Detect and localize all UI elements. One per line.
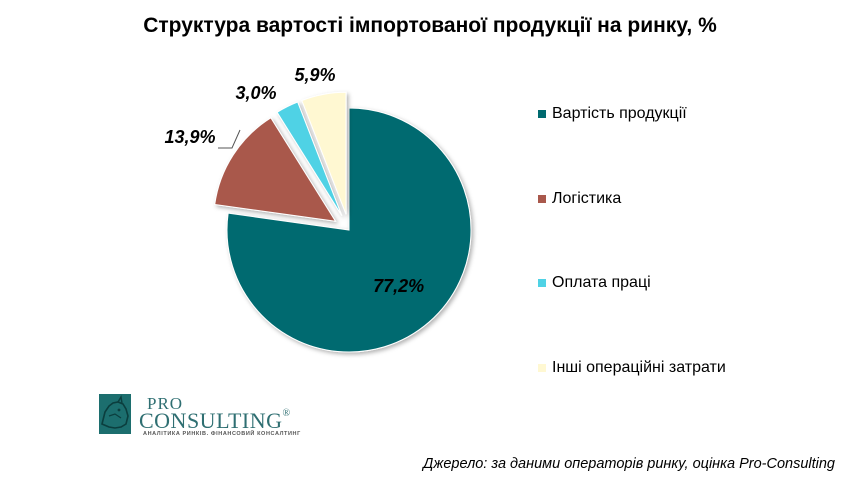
legend-item-2: Логістика: [538, 190, 621, 208]
legend-swatch-3: [538, 279, 546, 287]
data-label-3: 3,0%: [235, 83, 276, 103]
pro-consulting-logo: PRO CONSULTING® АНАЛІТИКА РИНКІВ. ФІНАНС…: [99, 394, 309, 438]
leader-line: [218, 129, 241, 149]
pie-slice-2: [214, 117, 337, 222]
data-label-4: 5,9%: [294, 65, 335, 85]
logo-text-consulting: CONSULTING®: [139, 408, 291, 433]
legend-swatch-2: [538, 195, 546, 203]
legend-label-2: Логістика: [552, 190, 622, 207]
chart-title: Структура вартості імпортованої продукці…: [143, 14, 717, 37]
data-label-1: 77,2%: [373, 276, 424, 296]
legend-item-3: Оплата праці: [538, 274, 651, 292]
logo-tagline: АНАЛІТИКА РИНКІВ. ФІНАНСОВИЙ КОНСАЛТИНГ: [143, 431, 301, 437]
pie-slice-1: [226, 107, 472, 353]
logo-registered-mark: ®: [282, 408, 291, 419]
data-label-2: 13,9%: [164, 127, 215, 147]
legend-label-1: Вартість продукції: [552, 105, 687, 122]
pie-slice-3: [276, 101, 343, 216]
legend-swatch-1: [538, 110, 546, 118]
rhino-logo-icon: [99, 394, 131, 434]
source-note: Джерело: за даними операторів ринку, оці…: [423, 456, 835, 472]
pie-slice-4: [301, 91, 347, 215]
legend-swatch-4: [538, 364, 546, 372]
logo-text-pro: PRO: [147, 394, 184, 413]
legend-label-4: Інші операційні затрати: [552, 359, 726, 376]
legend-label-3: Оплата праці: [552, 274, 651, 291]
legend-item-1: Вартість продукції: [538, 105, 687, 123]
legend-item-4: Інші операційні затрати: [538, 359, 726, 377]
